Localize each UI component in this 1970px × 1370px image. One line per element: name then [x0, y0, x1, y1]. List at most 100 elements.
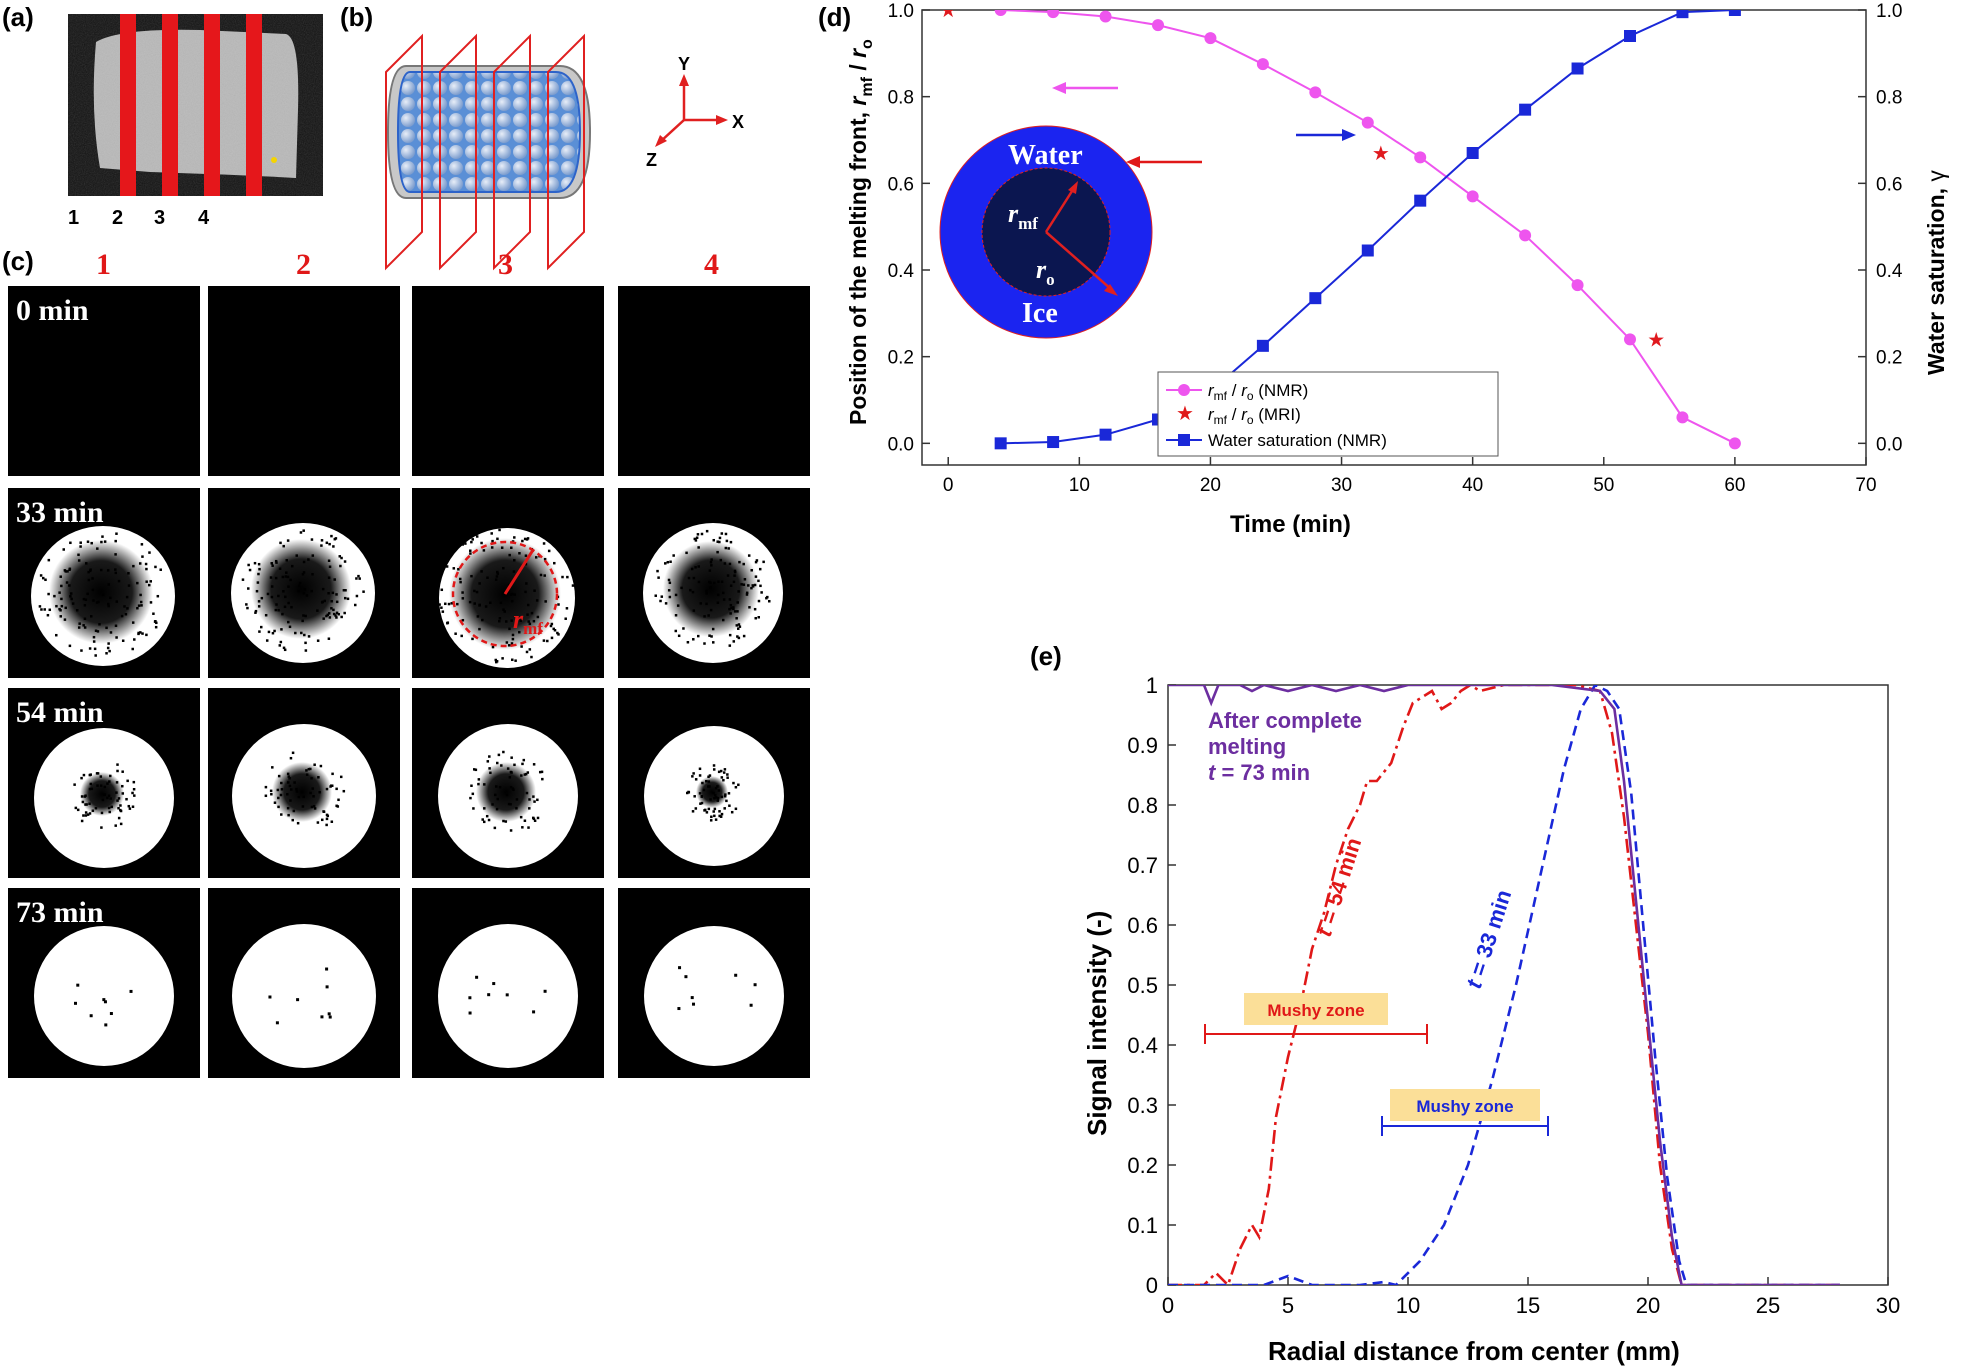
- point-nmr-7: [1361, 116, 1374, 129]
- x-tick-label-e-5: 25: [1756, 1293, 1780, 1318]
- x-tick-label-e-0: 0: [1162, 1293, 1174, 1318]
- x-tick-label-e-6: 30: [1876, 1293, 1900, 1318]
- point-nmr-4: [1204, 32, 1217, 45]
- x-axis-title-e: Radial distance from center (mm): [1268, 1336, 1680, 1366]
- point-mri-0: ★: [939, 0, 957, 22]
- y-tick-label-right-d-5: 1.0: [1876, 1, 1902, 22]
- y-tick-label-left-d-1: 0.2: [888, 348, 914, 369]
- point-nmr-2: [1099, 10, 1112, 23]
- x-tick-label-d-6: 60: [1724, 475, 1745, 496]
- point-mri-1: ★: [1372, 143, 1390, 165]
- axis-label-x: X: [732, 112, 744, 132]
- point-saturation-1: [1047, 436, 1060, 449]
- point-nmr-1: [1047, 10, 1060, 19]
- point-nmr-0: [994, 10, 1007, 16]
- point-nmr-6: [1309, 86, 1322, 99]
- point-nmr-3: [1152, 19, 1164, 32]
- point-saturation-11: [1571, 62, 1584, 75]
- column-label-1: 1: [96, 248, 111, 281]
- panel-label-c: (c): [2, 246, 34, 276]
- axis-triad: [655, 74, 728, 147]
- slice-number-1: 1: [68, 207, 79, 229]
- point-saturation-9: [1466, 147, 1479, 159]
- y-tick-label-left-d-3: 0.6: [888, 174, 914, 195]
- x-tick-label-e-2: 10: [1396, 1293, 1420, 1318]
- y-tick-label-e-2: 0.2: [1127, 1153, 1158, 1178]
- point-nmr-10: [1519, 229, 1532, 242]
- x-tick-label-e-3: 15: [1516, 1293, 1540, 1318]
- mushy-zone-blue-label: Mushy zone: [1416, 1097, 1513, 1116]
- mri-slice-r4-c4: [618, 888, 810, 1078]
- y-tick-label-e-4: 0.4: [1127, 1033, 1158, 1058]
- mri-slice-r4-c2: [208, 888, 400, 1078]
- x-tick-label-e-1: 5: [1282, 1293, 1294, 1318]
- point-saturation-8: [1414, 194, 1427, 207]
- x-tick-label-d-1: 10: [1069, 475, 1090, 496]
- y-tick-label-left-d-5: 1.0: [888, 1, 914, 22]
- inset-ice-label: Ice: [1022, 298, 1058, 329]
- rmf-annotation: rmf: [513, 605, 543, 638]
- y-axis-title-left-d: Position of the melting front, rmf / ro: [845, 39, 876, 425]
- y-tick-label-right-d-0: 0.0: [1876, 434, 1902, 455]
- y-tick-label-right-d-4: 0.8: [1876, 88, 1902, 109]
- y-tick-label-e-7: 0.7: [1127, 853, 1158, 878]
- point-nmr-13: [1676, 411, 1689, 424]
- after-melting-time: t = 73 min: [1208, 760, 1310, 785]
- panel-label-b: (b): [340, 2, 373, 32]
- point-saturation-14: [1728, 10, 1741, 16]
- column-label-3: 3: [498, 248, 513, 281]
- after-melting-line2: melting: [1208, 734, 1286, 759]
- point-nmr-14: [1728, 437, 1741, 450]
- x-tick-label-d-3: 30: [1331, 475, 1352, 496]
- legend-marker-saturation: [1178, 434, 1190, 446]
- point-saturation-2: [1099, 428, 1112, 441]
- y-tick-label-e-10: 1: [1146, 673, 1158, 698]
- y-tick-label-left-d-4: 0.8: [888, 88, 914, 109]
- inset-ro-label: ro: [1036, 255, 1055, 289]
- y-tick-label-left-d-2: 0.4: [888, 261, 915, 282]
- point-saturation-13: [1676, 10, 1689, 19]
- x-tick-label-d-5: 50: [1593, 475, 1614, 496]
- legend-label-saturation: Water saturation (NMR): [1208, 431, 1387, 450]
- mri-slice-r2-c2: [208, 488, 400, 678]
- after-melting-line1: After complete: [1208, 708, 1362, 733]
- axis-label-z: Z: [646, 150, 657, 170]
- axis-label-y: Y: [678, 54, 690, 74]
- plot-frame-d: [921, 9, 1867, 466]
- mri-slice-r3-c2: [208, 688, 400, 878]
- signal-curve-1: [1168, 685, 1840, 1285]
- signal-curve-2: [1168, 685, 1840, 1285]
- x-tick-label-d-7: 70: [1855, 475, 1876, 496]
- slice-number-4: 4: [198, 207, 210, 229]
- y-tick-label-right-d-2: 0.4: [1876, 261, 1903, 282]
- inset-rmf-label: rmf: [1008, 199, 1038, 233]
- y-axis-title-e: Signal intensity (-): [1082, 911, 1112, 1136]
- x-tick-label-d-2: 20: [1200, 475, 1221, 496]
- y-tick-label-right-d-1: 0.2: [1876, 348, 1902, 369]
- row-label-3: 54 min: [16, 696, 104, 729]
- row-label-2: 33 min: [16, 496, 104, 529]
- mri-slice-r2-c4: [618, 488, 810, 678]
- melting-front-inset: [939, 125, 1153, 339]
- mri-slice-r1-c2: [208, 286, 400, 476]
- mri-slice-r3-c1: [8, 688, 200, 878]
- y-tick-label-e-6: 0.6: [1127, 913, 1158, 938]
- mri-slice-r4-c1: [8, 888, 200, 1078]
- point-saturation-12: [1624, 30, 1636, 42]
- mri-slice-r3-c4: [618, 688, 810, 878]
- slice-number-3: 3: [154, 207, 165, 229]
- mri-slice-r4-c3: [412, 888, 604, 1078]
- legend-d: rmf / ro (NMR) ★ rmf / ro (MRI) Water sa…: [1157, 371, 1499, 457]
- panel-label-e: (e): [1030, 641, 1062, 671]
- mri-slice-grid: rmf: [8, 286, 810, 1078]
- mri-slice-r1-c3: [412, 286, 604, 476]
- point-saturation-7: [1361, 244, 1374, 257]
- mri-slice-r1-c4: [618, 286, 810, 476]
- x-tick-label-d-0: 0: [943, 475, 954, 496]
- inset-water-label: Water: [1008, 140, 1083, 171]
- mushy-zone-red: [1204, 993, 1428, 1044]
- y-tick-label-e-5: 0.5: [1127, 973, 1158, 998]
- point-nmr-8: [1414, 151, 1427, 164]
- y-tick-label-left-d-0: 0.0: [888, 434, 914, 455]
- mri-slice-r3-c3: [412, 688, 604, 878]
